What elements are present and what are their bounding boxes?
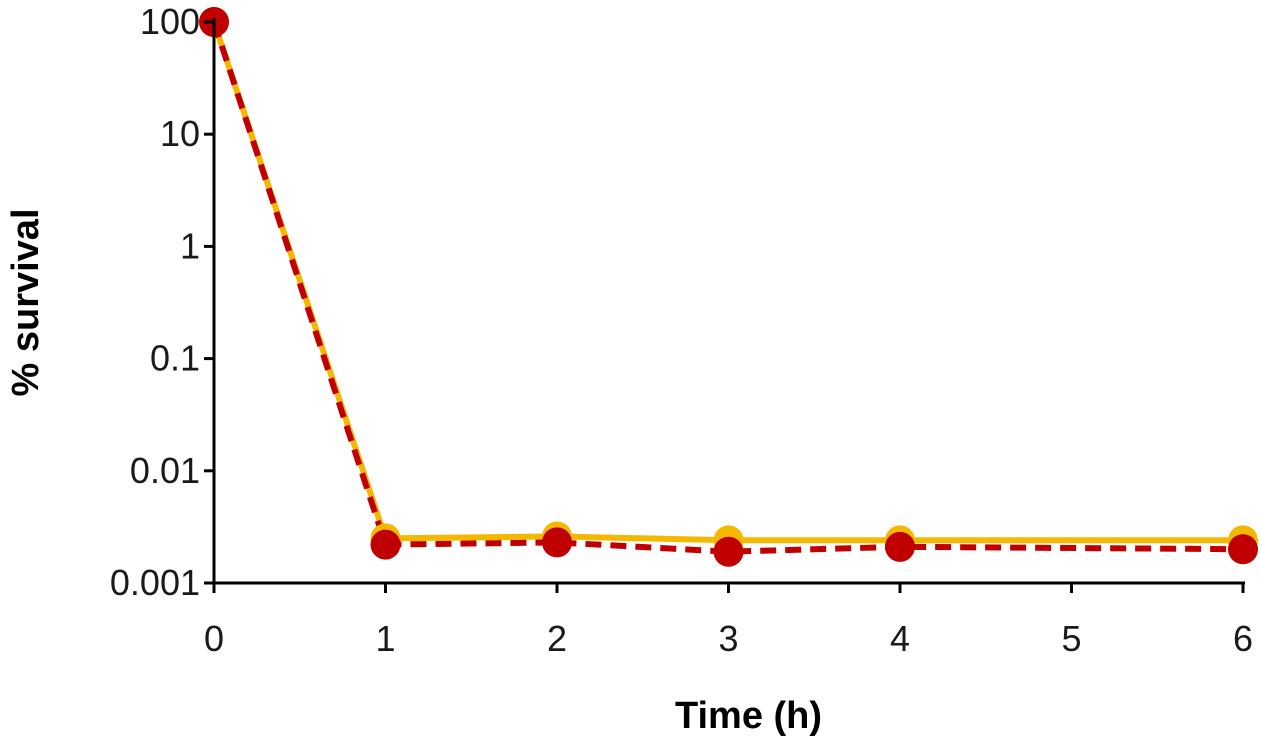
x-axis-title: Time (h) bbox=[675, 695, 822, 737]
y-axis-ticks: 0.001 0.01 0.1 1 10 100 bbox=[110, 1, 214, 603]
series-line-2 bbox=[211, 21, 1244, 555]
y-tick-label: 10 bbox=[160, 113, 200, 154]
plot-area bbox=[199, 7, 1258, 567]
series-2-point bbox=[1228, 534, 1258, 565]
x-tick-label: 4 bbox=[890, 618, 910, 659]
x-tick-label: 3 bbox=[718, 618, 738, 659]
x-tick-label: 0 bbox=[204, 618, 224, 659]
x-tick-label: 6 bbox=[1233, 618, 1253, 659]
y-tick-label: 0.01 bbox=[130, 450, 200, 491]
y-tick-label: 0.1 bbox=[150, 338, 200, 379]
series-line-1 bbox=[211, 21, 1243, 544]
series-markers bbox=[199, 7, 1258, 567]
x-tick-label: 1 bbox=[375, 618, 395, 659]
x-tick-label: 2 bbox=[547, 618, 567, 659]
x-tick-label: 5 bbox=[1061, 618, 1081, 659]
series-2-point bbox=[885, 531, 915, 562]
y-axis-title: % survival bbox=[5, 209, 47, 397]
x-axis-ticks: 0 1 2 3 4 5 6 bbox=[204, 583, 1253, 659]
y-tick-label: 1 bbox=[180, 225, 200, 266]
y-tick-label: 100 bbox=[140, 1, 200, 42]
series-2-point bbox=[713, 536, 744, 567]
series-2-point bbox=[542, 527, 572, 558]
y-tick-label: 0.001 bbox=[110, 562, 200, 603]
series-2-point bbox=[370, 529, 401, 560]
series-lines bbox=[211, 21, 1244, 555]
